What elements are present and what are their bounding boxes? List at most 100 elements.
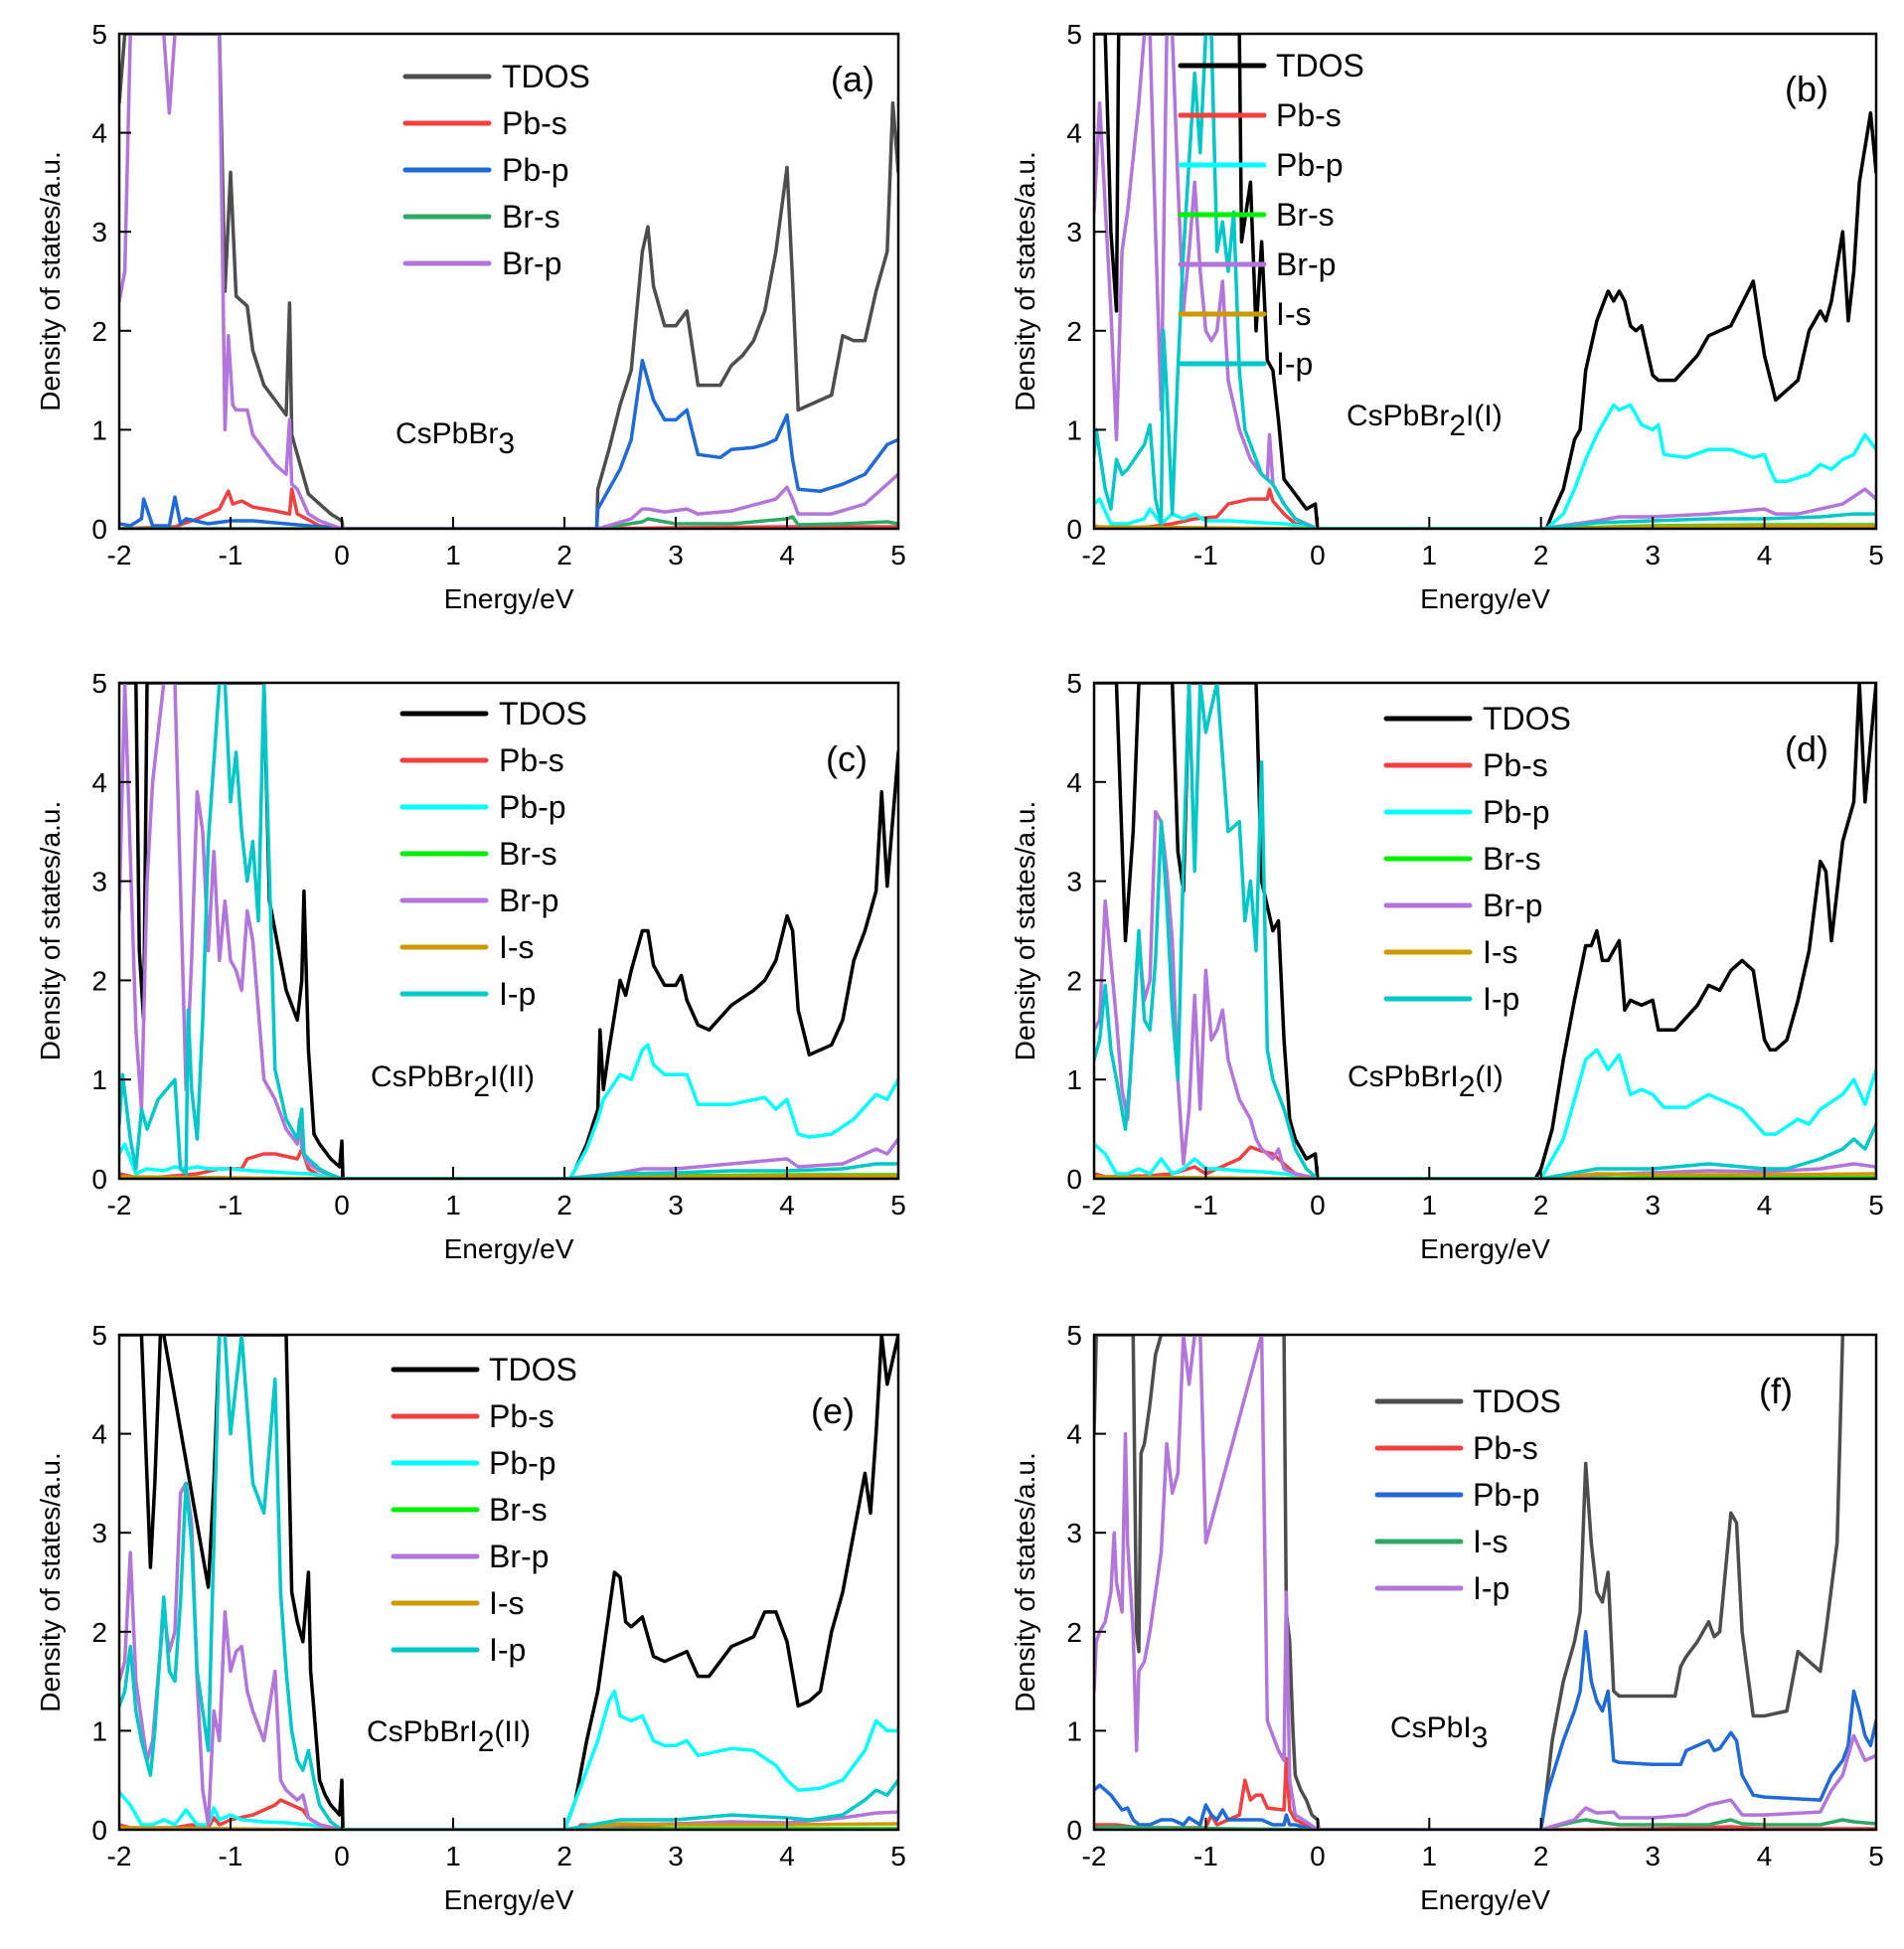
legend-label: TDOS [1276,48,1364,83]
x-tick-label: 1 [1421,1841,1437,1871]
legend-label: Pb-s [1473,1430,1538,1466]
y-tick-label: 3 [1066,867,1082,897]
x-axis-title: Energy/eV [444,1233,574,1264]
legend: TDOS Pb-s Pb-p Br-s Br-p I-s I-p [1383,701,1571,1017]
x-tick-label: -2 [107,1190,132,1220]
series-line-pb-p [1094,403,1876,529]
y-tick-label: 0 [1066,514,1082,545]
x-tick-label: -2 [107,1841,132,1871]
compound-label: CsPbBr2I(I) [1347,400,1503,442]
y-tick-label: 0 [91,1815,107,1846]
legend-label: Pb-p [1276,147,1344,183]
x-tick-label: 3 [1645,1190,1661,1220]
x-tick-label: 0 [334,1841,350,1871]
y-tick-label: 5 [91,668,107,699]
plot-frame [1092,1333,1878,1832]
legend-label: I-p [489,1632,526,1668]
x-tick-label: -2 [1082,540,1107,570]
x-tick-label: 3 [668,1841,684,1871]
x-tick-label: 3 [668,1190,684,1220]
x-tick-label: 4 [779,1190,795,1220]
legend-label: I-p [1483,981,1519,1017]
x-tick-label: -1 [219,1841,243,1871]
legend-label: Pb-p [1473,1477,1540,1513]
compound-label: CsPbBrI2(II) [367,1715,531,1758]
series-line-i-p [1094,683,1876,1179]
y-axis-title: Density of states/a.u. [1010,151,1040,410]
x-axis-title: Energy/eV [1420,1884,1550,1915]
x-tick-label: -1 [1193,540,1218,570]
dos-panel-f: -2 -1 0 1 2 3 4 5 0 1 2 3 4 5 Energy/eV Density of stat… [1010,1320,1884,1915]
x-tick-label: 5 [1868,540,1884,570]
x-tick-label: 5 [1868,1190,1884,1220]
plot-frame [117,32,900,531]
y-tick-label: 4 [91,767,107,798]
legend-label: Pb-p [502,152,569,188]
series-line-tdos [119,34,898,529]
panel-label: (d) [1785,729,1828,769]
y-tick-label: 2 [91,316,107,347]
series-line-tdos [119,683,898,1179]
y-tick-label: 4 [91,1419,107,1450]
y-tick-label: 3 [91,1518,107,1548]
legend-label: Pb-p [489,1445,556,1481]
legend-label: TDOS [502,59,590,94]
legend-label: I-s [1473,1524,1508,1559]
x-tick-label: 4 [1757,1190,1773,1220]
legend-label: TDOS [499,696,587,731]
compound-label: CsPbI3 [1390,1711,1488,1754]
y-axis-title: Density of states/a.u. [35,151,66,410]
legend-label: I-p [499,976,536,1012]
series-line-i-p [1094,34,1876,529]
y-axis-title: Density of states/a.u. [1010,801,1040,1060]
legend-label: TDOS [489,1352,577,1387]
y-tick-label: 2 [91,1617,107,1648]
x-tick-label: 3 [1645,1841,1661,1871]
x-tick-label: 2 [1533,540,1549,570]
x-tick-label: -1 [1193,1841,1218,1871]
x-tick-label: 0 [334,1190,350,1220]
y-tick-label: 1 [91,1715,107,1746]
series-line-pb-p [1094,1048,1876,1179]
y-tick-label: 4 [1066,118,1082,149]
y-tick-label: 5 [1066,668,1082,699]
x-tick-label: 3 [668,540,684,570]
x-tick-label: 2 [1533,1841,1549,1871]
y-tick-label: 3 [91,867,107,897]
legend-label: I-p [1276,346,1313,382]
series-group [119,34,898,529]
legend-label: TDOS [1483,701,1571,736]
legend-label: Br-p [489,1539,549,1574]
y-tick-label: 1 [91,1064,107,1095]
series-line-pb-p [119,1043,898,1179]
y-tick-label: 1 [1066,1064,1082,1095]
y-tick-label: 5 [1066,19,1082,50]
legend: TDOS Pb-s Pb-p I-s I-p [1374,1383,1561,1606]
x-tick-label: 2 [556,540,572,570]
x-tick-label: 0 [1310,1190,1326,1220]
dos-panel-e: -2 -1 0 1 2 3 4 5 0 1 2 3 4 5 Energy/eV Density of stat… [35,1320,906,1915]
legend: TDOS Pb-s Pb-p Br-s Br-p [402,59,590,281]
legend-label: Pb-s [1483,747,1548,783]
x-tick-label: 1 [445,1841,461,1871]
series-line-i-p [1094,1335,1876,1830]
x-tick-label: -1 [219,1190,243,1220]
y-tick-label: 3 [1066,217,1082,247]
plot-frame [117,1333,900,1832]
legend-label: Pb-p [499,789,566,825]
x-axis-title: Energy/eV [444,1884,574,1915]
legend-label: Br-s [1276,197,1335,233]
x-tick-label: 5 [890,540,906,570]
series-line-tdos [1094,34,1876,529]
series-line-pb-p [119,1689,898,1830]
x-tick-label: -2 [1082,1841,1107,1871]
compound-label: CsPbBrI2(I) [1348,1060,1504,1103]
y-tick-label: 0 [1066,1815,1082,1846]
legend-label: Pb-s [489,1398,555,1434]
legend: TDOS Pb-s Pb-p Br-s Br-p I-s I-p [399,696,587,1012]
y-tick-label: 2 [1066,1617,1082,1648]
x-tick-label: 4 [1757,1841,1773,1871]
series-line-br-p [1094,34,1876,529]
legend-label: Pb-p [1483,794,1550,830]
legend: TDOS Pb-s Pb-p Br-s Br-p I-s I-p [391,1352,577,1668]
